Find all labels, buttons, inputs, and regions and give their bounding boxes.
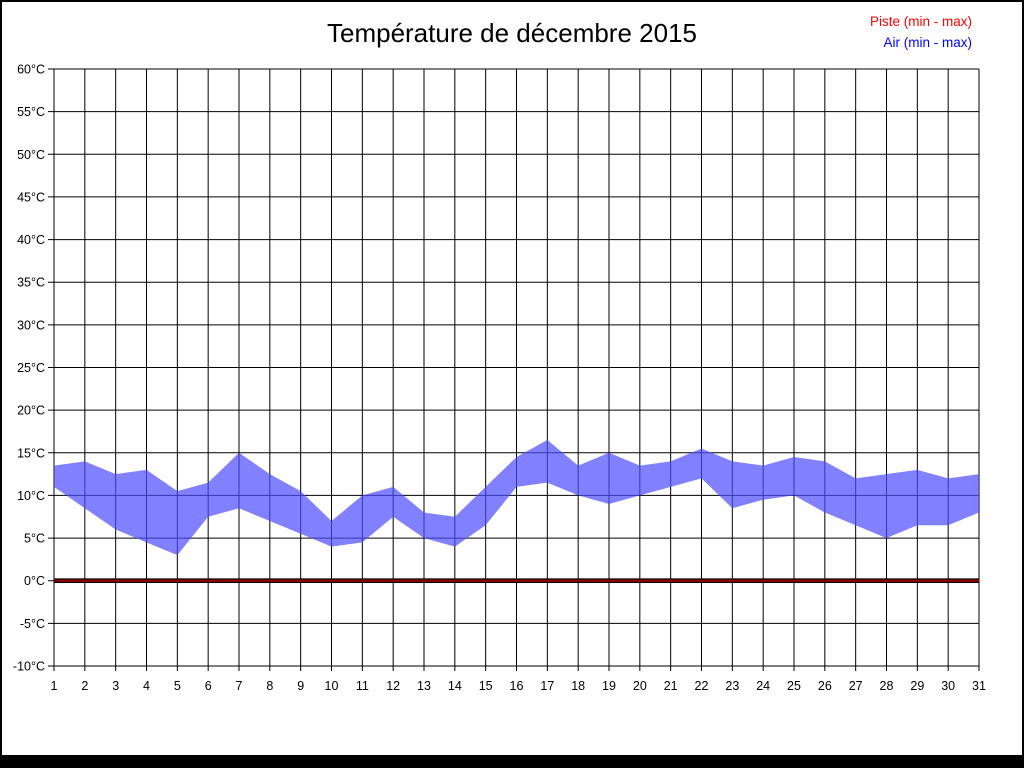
chart-title: Température de décembre 2015 xyxy=(326,18,697,48)
svg-text:25: 25 xyxy=(787,679,801,693)
svg-text:14: 14 xyxy=(448,679,462,693)
svg-text:16: 16 xyxy=(510,679,524,693)
svg-text:21: 21 xyxy=(664,679,678,693)
svg-text:20: 20 xyxy=(633,679,647,693)
svg-text:50°C: 50°C xyxy=(17,148,45,162)
svg-text:60°C: 60°C xyxy=(17,63,45,77)
svg-text:17: 17 xyxy=(540,679,554,693)
svg-text:19: 19 xyxy=(602,679,616,693)
svg-text:25°C: 25°C xyxy=(17,361,45,375)
legend-item-piste: Piste (min - max) xyxy=(869,14,972,29)
svg-text:22: 22 xyxy=(695,679,709,693)
svg-text:30: 30 xyxy=(941,679,955,693)
svg-text:29: 29 xyxy=(910,679,924,693)
svg-text:0°C: 0°C xyxy=(24,574,45,588)
svg-text:20°C: 20°C xyxy=(17,404,45,418)
svg-text:3: 3 xyxy=(112,679,119,693)
svg-text:45°C: 45°C xyxy=(17,190,45,204)
svg-text:15: 15 xyxy=(479,679,493,693)
svg-text:-5°C: -5°C xyxy=(20,617,45,631)
svg-text:4: 4 xyxy=(143,679,150,693)
svg-text:10: 10 xyxy=(325,679,339,693)
svg-text:24: 24 xyxy=(756,679,770,693)
svg-text:-10°C: -10°C xyxy=(13,660,45,674)
svg-text:11: 11 xyxy=(356,679,369,693)
svg-text:5°C: 5°C xyxy=(24,532,45,546)
svg-text:1: 1 xyxy=(51,679,58,693)
svg-text:30°C: 30°C xyxy=(17,318,45,332)
bottom-bar xyxy=(2,755,1022,766)
svg-text:5: 5 xyxy=(174,679,181,693)
svg-text:9: 9 xyxy=(297,679,304,693)
svg-text:10°C: 10°C xyxy=(17,489,45,503)
svg-text:40°C: 40°C xyxy=(17,233,45,247)
svg-text:26: 26 xyxy=(818,679,832,693)
svg-text:2: 2 xyxy=(81,679,88,693)
svg-text:35°C: 35°C xyxy=(17,276,45,290)
svg-text:15°C: 15°C xyxy=(17,446,45,460)
svg-text:7: 7 xyxy=(236,679,243,693)
svg-text:8: 8 xyxy=(266,679,273,693)
svg-text:18: 18 xyxy=(571,679,585,693)
svg-text:6: 6 xyxy=(205,679,212,693)
svg-text:28: 28 xyxy=(880,679,894,693)
legend-item-air: Air (min - max) xyxy=(883,35,973,50)
svg-text:13: 13 xyxy=(417,679,431,693)
svg-text:23: 23 xyxy=(725,679,739,693)
svg-text:31: 31 xyxy=(972,679,986,693)
legend: Piste (min - max) Air (min - max) xyxy=(870,11,972,53)
svg-text:12: 12 xyxy=(386,679,400,693)
svg-text:27: 27 xyxy=(849,679,863,693)
svg-text:55°C: 55°C xyxy=(17,105,45,119)
